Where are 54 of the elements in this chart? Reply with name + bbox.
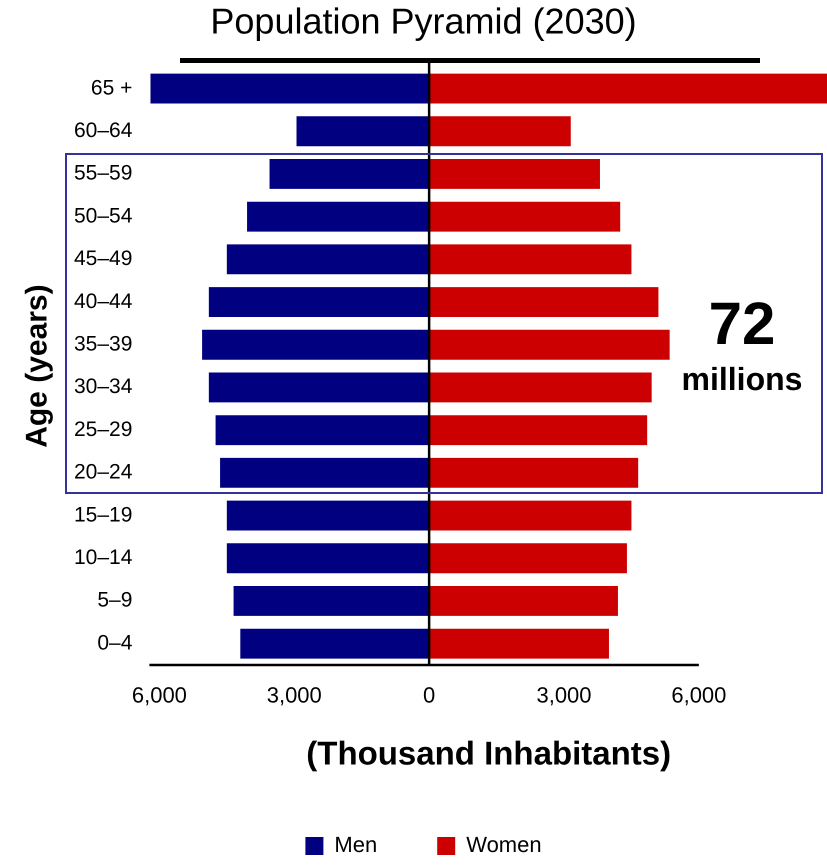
bar [429, 116, 571, 146]
x-tick-label: 6,000 [132, 682, 187, 708]
chart-title: Population Pyramid (2030) [210, 0, 637, 42]
bar [429, 287, 658, 317]
bar [202, 330, 430, 360]
bar [429, 74, 827, 104]
bar [270, 159, 430, 189]
y-tick-label: 30–34 [74, 375, 133, 398]
bar [429, 628, 609, 659]
y-tick-label: 5–9 [97, 588, 132, 612]
bar [429, 372, 652, 402]
y-tick-label: 15–19 [74, 503, 132, 526]
bar [247, 202, 430, 232]
bar [429, 244, 632, 274]
y-tick-label: 50–54 [74, 204, 133, 228]
bar [429, 330, 670, 360]
bar [429, 586, 618, 616]
bar [240, 628, 430, 659]
bar [234, 586, 430, 616]
y-tick-label: 60–64 [74, 119, 133, 142]
bar [429, 458, 638, 488]
bar [429, 202, 620, 232]
bar [296, 116, 430, 146]
bar [226, 244, 430, 274]
bar [226, 500, 430, 530]
bar [150, 74, 430, 104]
y-tick-label: 0–4 [97, 631, 133, 654]
bar [216, 415, 430, 446]
y-tick-label: 45–49 [74, 247, 132, 270]
bar [226, 543, 430, 574]
bar [208, 372, 430, 402]
y-tick-label: 55–59 [74, 162, 132, 185]
y-tick-label: 65 + [90, 76, 132, 100]
x-tick-label: 3,000 [266, 682, 322, 708]
bar [429, 415, 648, 446]
bar [208, 287, 430, 317]
y-tick-label: 20–24 [74, 460, 133, 484]
y-tick-label: 40–44 [74, 290, 133, 313]
annotation: 72 [708, 290, 776, 358]
bar [429, 543, 627, 574]
x-tick-label: 3,000 [536, 682, 592, 708]
y-tick-label: 25–29 [74, 418, 132, 441]
x-tick-label: 0 [423, 682, 436, 708]
legend-label: Men [334, 832, 378, 858]
x-tick-label: 6,000 [671, 682, 726, 708]
y-axis-title: Age (years) [20, 284, 54, 448]
bar [220, 458, 430, 488]
y-tick-label: 10–14 [74, 546, 133, 570]
y-tick-label: 35–39 [74, 332, 132, 356]
annotation: millions [682, 360, 802, 397]
legend-label: Women [466, 832, 542, 858]
bar [429, 500, 632, 530]
bar [429, 159, 600, 189]
x-axis-title: (Thousand Inhabitants) [306, 734, 672, 772]
